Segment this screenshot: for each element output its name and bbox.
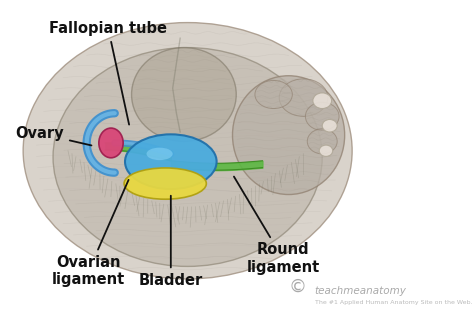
Text: Fallopian tube: Fallopian tube xyxy=(49,21,167,125)
Ellipse shape xyxy=(233,76,345,194)
Ellipse shape xyxy=(146,148,173,160)
Ellipse shape xyxy=(53,48,322,266)
Ellipse shape xyxy=(132,48,236,141)
Ellipse shape xyxy=(255,80,292,109)
Ellipse shape xyxy=(307,129,337,154)
Ellipse shape xyxy=(99,128,123,158)
Text: The #1 Applied Human Anatomy Site on the Web.: The #1 Applied Human Anatomy Site on the… xyxy=(315,300,472,306)
Text: teachmeanatomy: teachmeanatomy xyxy=(315,286,407,296)
Text: Round
ligament: Round ligament xyxy=(234,176,319,275)
Text: ©: © xyxy=(289,278,307,296)
Text: Bladder: Bladder xyxy=(139,196,203,288)
Text: Ovary: Ovary xyxy=(16,126,91,145)
Ellipse shape xyxy=(319,145,333,156)
Ellipse shape xyxy=(279,79,328,116)
Ellipse shape xyxy=(125,134,217,189)
Ellipse shape xyxy=(124,168,206,199)
Ellipse shape xyxy=(322,120,337,132)
Text: Ovarian
ligament: Ovarian ligament xyxy=(52,180,128,287)
Ellipse shape xyxy=(313,93,332,109)
Ellipse shape xyxy=(23,23,352,279)
Ellipse shape xyxy=(305,102,339,130)
